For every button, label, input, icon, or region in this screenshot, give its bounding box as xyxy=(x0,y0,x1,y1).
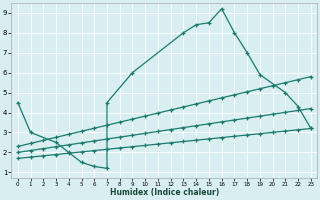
X-axis label: Humidex (Indice chaleur): Humidex (Indice chaleur) xyxy=(110,188,219,197)
